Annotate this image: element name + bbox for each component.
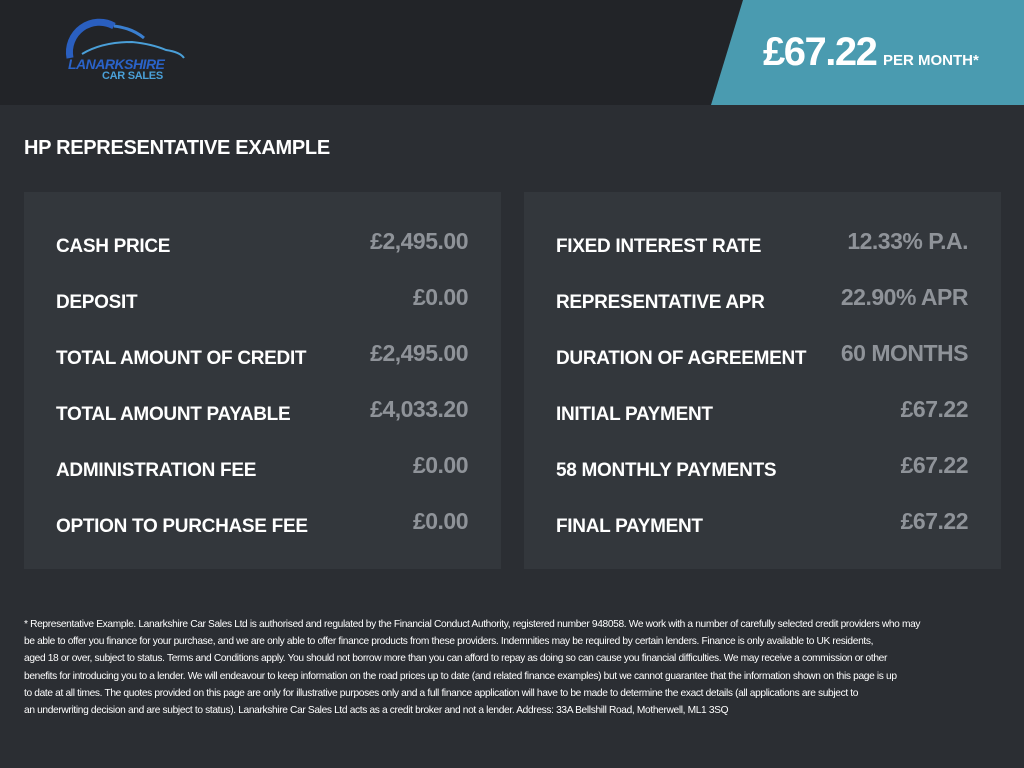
total-payable-row: TOTAL AMOUNT PAYABLE £4,033.20 xyxy=(56,396,468,426)
left-finance-panel: CASH PRICE £2,495.00 DEPOSIT £0.00 TOTAL A… xyxy=(24,192,501,569)
duration-row: DURATION OF AGREEMENT 60 MONTHS xyxy=(556,340,969,370)
total-credit-row: TOTAL AMOUNT OF CREDIT £2,495.00 xyxy=(56,340,468,370)
row-value: £67.22 xyxy=(900,452,969,478)
car-logo-icon xyxy=(65,18,185,59)
row-label: TOTAL AMOUNT OF CREDIT xyxy=(56,348,307,369)
row-label: DEPOSIT xyxy=(56,292,138,313)
monthly-price-banner: £67.22 PER MONTH* xyxy=(711,0,1024,105)
monthly-amount: £67.22 xyxy=(763,30,878,74)
row-label: INITIAL PAYMENT xyxy=(556,404,713,425)
logo-line1: LANARKSHIRE xyxy=(68,56,165,72)
row-label: TOTAL AMOUNT PAYABLE xyxy=(56,404,291,425)
row-value: £4,033.20 xyxy=(370,396,468,422)
row-value: £0.00 xyxy=(412,452,469,478)
row-label: DURATION OF AGREEMENT xyxy=(556,348,807,369)
row-label: OPTION TO PURCHASE FEE xyxy=(56,516,308,537)
row-value: £2,495.00 xyxy=(370,340,468,366)
per-month-label: PER MONTH* xyxy=(883,52,979,69)
company-logo[interactable]: LANARKSHIRE CAR SALES xyxy=(62,18,188,86)
admin-fee-row: ADMINISTRATION FEE £0.00 xyxy=(56,452,469,482)
header: LANARKSHIRE CAR SALES £67.22 PER MONTH* xyxy=(0,0,1024,105)
row-label: REPRESENTATIVE APR xyxy=(556,292,765,313)
row-value: £2,495.00 xyxy=(370,228,468,254)
row-value: £67.22 xyxy=(900,396,969,422)
row-value: £0.00 xyxy=(412,284,469,310)
row-value: £67.22 xyxy=(900,508,969,534)
row-value: £0.00 xyxy=(412,508,469,534)
row-value: 12.33% P.A. xyxy=(847,228,968,254)
interest-rate-row: FIXED INTEREST RATE 12.33% P.A. xyxy=(556,228,968,258)
row-label: FIXED INTEREST RATE xyxy=(556,236,762,257)
cash-price-row: CASH PRICE £2,495.00 xyxy=(56,228,468,258)
row-value: 60 MONTHS xyxy=(840,340,969,366)
row-label: 58 MONTHLY PAYMENTS xyxy=(556,460,777,481)
page-title: HP REPRESENTATIVE EXAMPLE xyxy=(24,137,330,159)
initial-payment-row: INITIAL PAYMENT £67.22 xyxy=(556,396,969,426)
disclaimer-text: * Representative Example. Lanarkshire Ca… xyxy=(24,619,921,717)
row-label: FINAL PAYMENT xyxy=(556,516,703,537)
apr-row: REPRESENTATIVE APR 22.90% APR xyxy=(556,284,969,314)
row-label: CASH PRICE xyxy=(56,236,171,257)
monthly-payments-row: 58 MONTHLY PAYMENTS £67.22 xyxy=(556,452,969,482)
logo-line2: CAR SALES xyxy=(102,70,163,82)
row-label: ADMINISTRATION FEE xyxy=(56,460,257,481)
row-value: 22.90% APR xyxy=(840,284,969,310)
right-finance-panel: FIXED INTEREST RATE 12.33% P.A. REPRESENT… xyxy=(524,192,1001,569)
deposit-row: DEPOSIT £0.00 xyxy=(56,284,469,314)
final-payment-row: FINAL PAYMENT £67.22 xyxy=(556,508,969,538)
option-fee-row: OPTION TO PURCHASE FEE £0.00 xyxy=(56,508,469,538)
